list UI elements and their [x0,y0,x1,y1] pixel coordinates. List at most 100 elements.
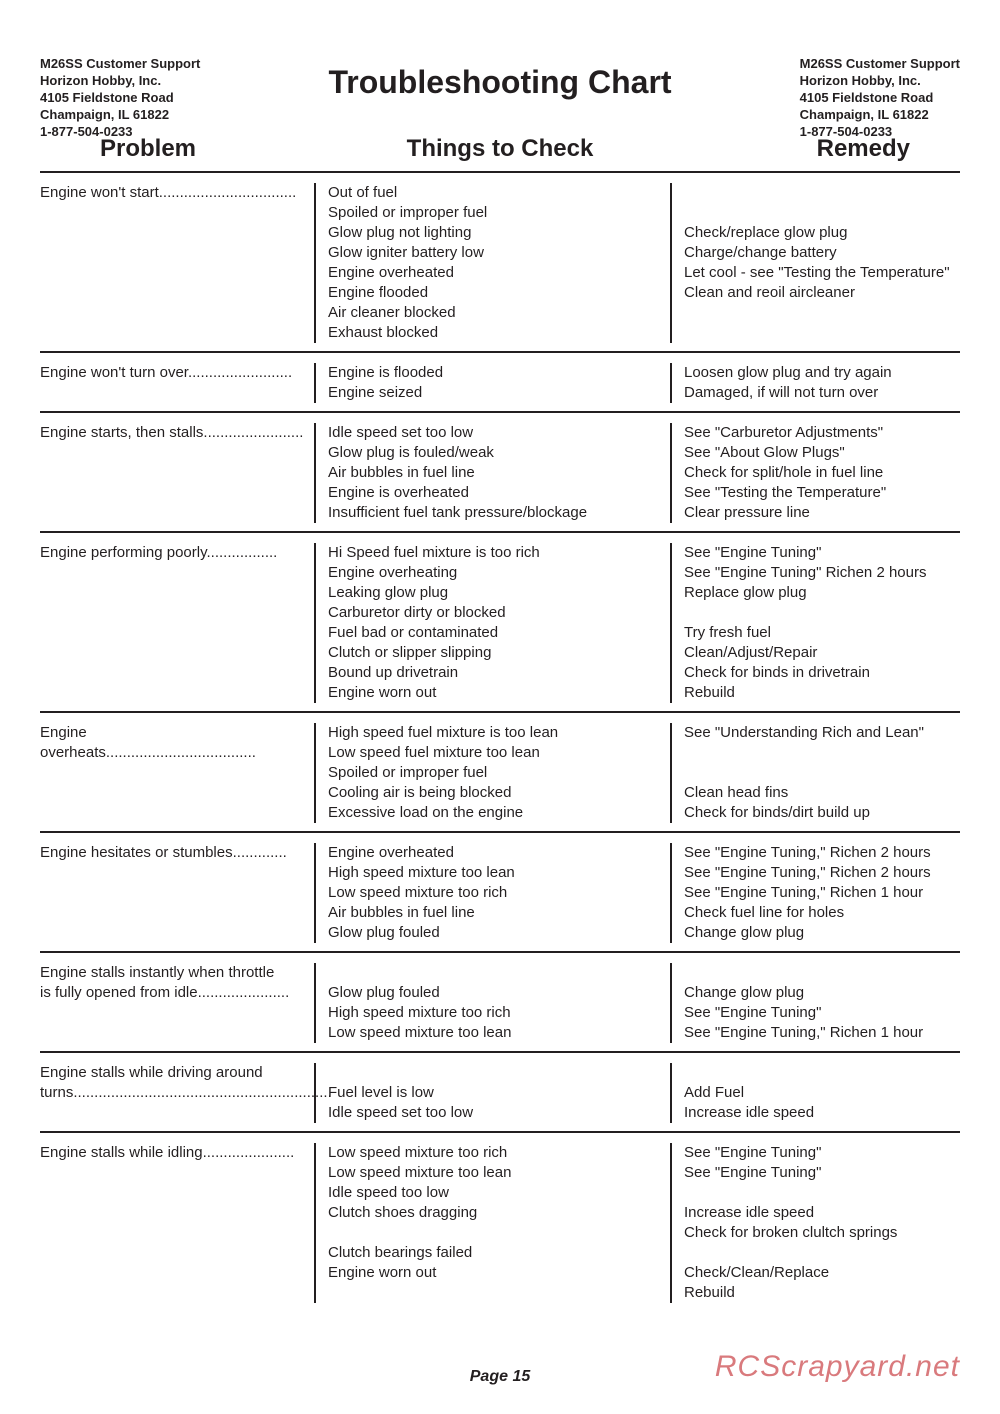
remedy-cell: See "Engine Tuning," Richen 2 hoursSee "… [672,843,960,943]
check-item: Spoiled or improper fuel [328,763,670,783]
check-cell: Low speed mixture too richLow speed mixt… [316,1143,672,1303]
check-item: Clutch bearings failed [328,1243,670,1263]
check-item: Engine seized [328,383,670,403]
check-item: Engine is flooded [328,363,670,383]
check-cell: High speed fuel mixture is too leanLow s… [316,723,672,823]
check-item: Low speed mixture too lean [328,1163,670,1183]
check-item: Leaking glow plug [328,583,670,603]
problem-cell: Engine hesitates or stumbles............… [40,843,316,943]
problem-text: Engine overheats........................… [40,723,306,763]
support-line: 4105 Fieldstone Road [800,90,960,107]
remedy-item: See "Carburetor Adjustments" [684,423,960,443]
check-item: Engine worn out [328,683,670,703]
remedy-item: Check for binds in drivetrain [684,663,960,683]
problem-text: Engine hesitates or stumbles............… [40,843,306,863]
check-item: Engine worn out [328,1263,670,1283]
remedy-item [684,743,960,763]
check-item: Glow plug fouled [328,923,670,943]
remedy-cell: See "Engine Tuning"See "Engine Tuning" I… [672,1143,960,1303]
remedy-item: Rebuild [684,683,960,703]
check-item: Fuel bad or contaminated [328,623,670,643]
check-item: Glow plug is fouled/weak [328,443,670,463]
remedy-item: Clean and reoil aircleaner [684,283,960,303]
check-item: Spoiled or improper fuel [328,203,670,223]
remedy-cell: Check/replace glow plugCharge/change bat… [672,183,960,343]
check-item: Clutch or slipper slipping [328,643,670,663]
remedy-item: Check/replace glow plug [684,223,960,243]
check-cell: Glow plug fouledHigh speed mixture too r… [316,963,672,1043]
remedy-item: See "Engine Tuning," Richen 2 hours [684,843,960,863]
table-row: Engine stalls while driving aroundturns.… [40,1053,960,1133]
remedy-item [684,1063,960,1083]
remedy-cell: See "Engine Tuning"See "Engine Tuning" R… [672,543,960,703]
check-item: Glow igniter battery low [328,243,670,263]
remedy-item: Try fresh fuel [684,623,960,643]
support-block-right: M26SS Customer Support Horizon Hobby, In… [800,56,960,140]
problem-cell: Engine stalls while idling..............… [40,1143,316,1303]
remedy-cell: See "Carburetor Adjustments"See "About G… [672,423,960,523]
remedy-item [684,303,960,323]
table-row: Engine overheats........................… [40,713,960,833]
problem-cell: Engine performing poorly................… [40,543,316,703]
remedy-item [684,183,960,203]
check-item: Cooling air is being blocked [328,783,670,803]
remedy-item: Clean head fins [684,783,960,803]
table-row: Engine starts, then stalls..............… [40,413,960,533]
remedy-item: See "Engine Tuning," Richen 2 hours [684,863,960,883]
check-cell: Hi Speed fuel mixture is too richEngine … [316,543,672,703]
check-item [328,1223,670,1243]
check-item: Fuel level is low [328,1083,670,1103]
support-line: Horizon Hobby, Inc. [800,73,960,90]
check-item: High speed mixture too lean [328,863,670,883]
problem-text: turns...................................… [40,1083,306,1103]
problem-text: Engine stalls while idling..............… [40,1143,306,1163]
check-item: Carburetor dirty or blocked [328,603,670,623]
remedy-item: Change glow plug [684,923,960,943]
support-line: M26SS Customer Support [40,56,200,73]
remedy-item: See "Engine Tuning," Richen 1 hour [684,883,960,903]
problem-text: is fully opened from idle...............… [40,983,306,1003]
check-item: Hi Speed fuel mixture is too rich [328,543,670,563]
check-cell: Engine overheatedHigh speed mixture too … [316,843,672,943]
remedy-item [684,1243,960,1263]
table-row: Engine stalls instantly when throttleis … [40,953,960,1053]
check-item: Air bubbles in fuel line [328,903,670,923]
problem-text: Engine won't turn over..................… [40,363,306,383]
col-header-check: Things to Check [320,135,680,163]
check-cell: Fuel level is lowIdle speed set too low [316,1063,672,1123]
check-item: Idle speed set too low [328,1103,670,1123]
check-cell: Out of fuelSpoiled or improper fuel Glow … [316,183,672,343]
remedy-item: See "Engine Tuning" Richen 2 hours [684,563,960,583]
problem-text: Engine starts, then stalls..............… [40,423,306,443]
problem-cell: Engine won't turn over..................… [40,363,316,403]
problem-cell: Engine won't start......................… [40,183,316,343]
check-item: Air bubbles in fuel line [328,463,670,483]
remedy-item: Clean/Adjust/Repair [684,643,960,663]
table-row: Engine won't turn over..................… [40,353,960,413]
remedy-item: Check/Clean/Replace [684,1263,960,1283]
remedy-cell: Loosen glow plug and try againDamaged, i… [672,363,960,403]
check-item: Low speed mixture too rich [328,1143,670,1163]
remedy-item: See "Engine Tuning," Richen 1 hour [684,1023,960,1043]
remedy-item [684,763,960,783]
check-item [328,1063,670,1083]
problem-text: Engine performing poorly................… [40,543,306,563]
check-item: Idle speed set too low [328,423,670,443]
check-item: Air cleaner blocked [328,303,670,323]
table-row: Engine won't start......................… [40,173,960,353]
remedy-item: Replace glow plug [684,583,960,603]
check-item: Low speed mixture too rich [328,883,670,903]
remedy-item: See "Engine Tuning" [684,543,960,563]
problem-text: Engine stalls instantly when throttle [40,963,306,983]
check-item: Glow plug fouled [328,983,670,1003]
check-item: Out of fuel [328,183,670,203]
check-item: High speed fuel mixture is too lean [328,723,670,743]
check-item: High speed mixture too rich [328,1003,670,1023]
check-item: Idle speed too low [328,1183,670,1203]
remedy-item: Check for binds/dirt build up [684,803,960,823]
support-line: Horizon Hobby, Inc. [40,73,200,90]
problem-text: Engine won't start......................… [40,183,306,203]
check-item [328,963,670,983]
problem-cell: Engine stalls while driving aroundturns.… [40,1063,316,1123]
check-item: Engine overheating [328,563,670,583]
